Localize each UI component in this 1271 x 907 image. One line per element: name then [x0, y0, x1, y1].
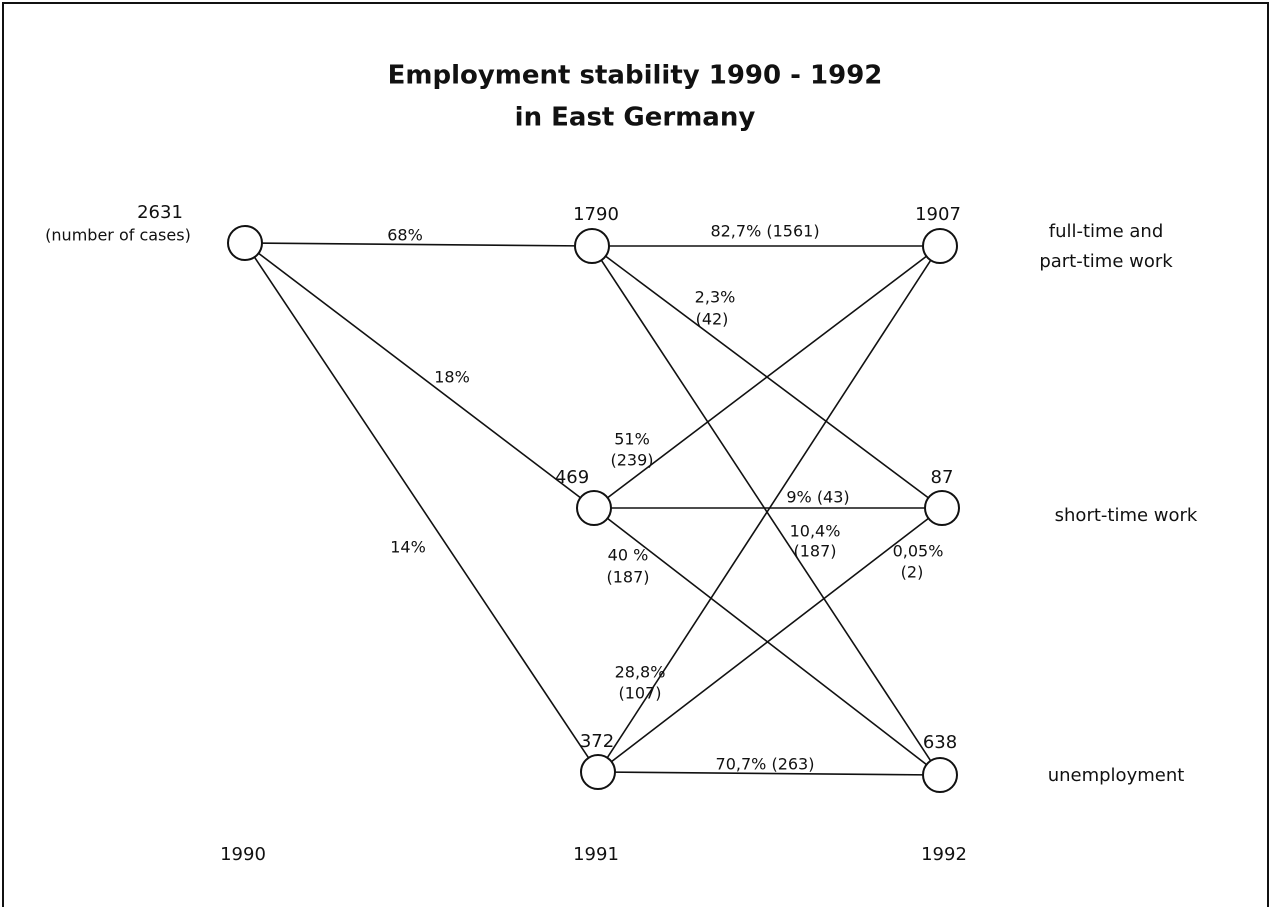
edge-label: (2) [901, 563, 924, 582]
edge [244, 242, 593, 247]
node-label: 87 [931, 467, 954, 488]
node-label: 638 [923, 732, 957, 753]
node [227, 225, 263, 261]
node-label: 1907 [915, 204, 961, 225]
year-label: 1991 [573, 844, 619, 865]
edge-label: 40 % [608, 546, 649, 565]
edge [244, 242, 599, 773]
edge [591, 245, 941, 776]
edge-label: 51% [614, 430, 650, 449]
edge-label: (42) [696, 310, 729, 329]
node-label: (number of cases) [45, 226, 191, 245]
year-label: 1990 [220, 844, 266, 865]
edge-label: (187) [793, 542, 836, 561]
edge [597, 507, 943, 773]
edge [593, 245, 941, 509]
edge-label: 82,7% (1561) [710, 222, 819, 241]
node [922, 757, 958, 793]
edge-label: 10,4% [790, 522, 841, 541]
edge-label: 28,8% [615, 663, 666, 682]
edge-label: 14% [390, 538, 426, 557]
node [924, 490, 960, 526]
row-label: part-time work [1039, 251, 1173, 272]
edge-label: (107) [618, 684, 661, 703]
node [576, 490, 612, 526]
node-label: 1790 [573, 204, 619, 225]
edge-label: 18% [434, 368, 470, 387]
edge-label: 2,3% [695, 288, 736, 307]
edge-label: (187) [606, 568, 649, 587]
edge [597, 771, 941, 776]
edge [597, 245, 941, 773]
node [922, 228, 958, 264]
row-label: unemployment [1048, 765, 1185, 786]
row-label: short-time work [1055, 505, 1198, 526]
node-label: 2631 [137, 202, 183, 223]
edge-label: 68% [387, 226, 423, 245]
node [580, 754, 616, 790]
node-label: 469 [555, 467, 589, 488]
edge-label: (239) [610, 451, 653, 470]
node [574, 228, 610, 264]
edge [244, 242, 595, 509]
title: Employment stability 1990 - 1992 [388, 61, 883, 91]
edge-label: 70,7% (263) [716, 755, 815, 774]
title: in East Germany [515, 103, 756, 133]
node-label: 372 [580, 731, 614, 752]
year-label: 1992 [921, 844, 967, 865]
edge-label: 9% (43) [786, 488, 849, 507]
edge-label: 0,05% [893, 542, 944, 561]
row-label: full-time and [1049, 221, 1164, 242]
